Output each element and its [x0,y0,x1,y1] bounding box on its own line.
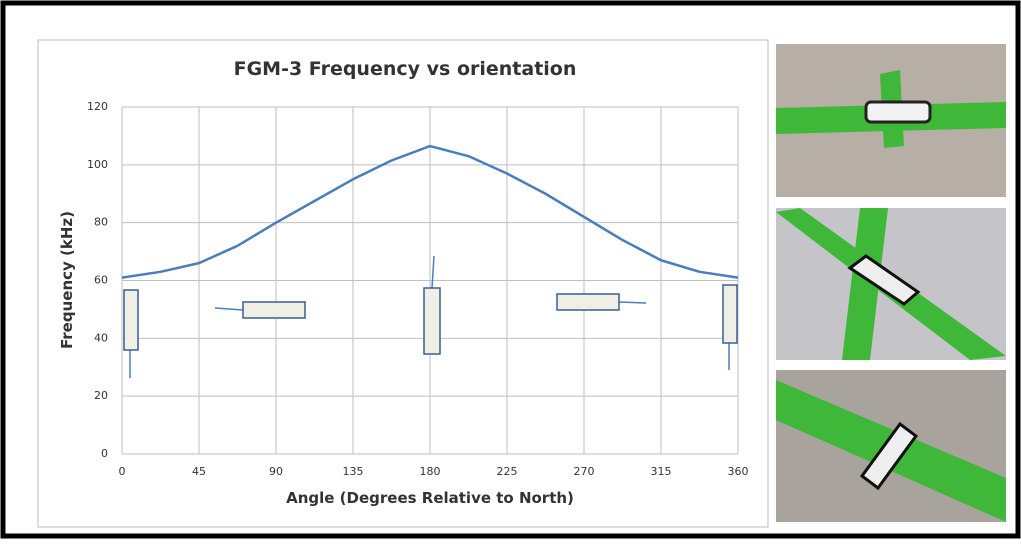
x-tick-label: 225 [497,465,518,478]
sensor-lead [431,255,435,289]
y-tick-label: 100 [87,158,108,171]
sensor-icon [722,284,738,344]
sensor-icon [556,293,620,311]
photos [776,44,1006,522]
y-tick-label: 60 [94,274,108,287]
x-axis-title: Angle (Degrees Relative to North) [286,489,574,507]
chart-title: FGM-3 Frequency vs orientation [234,58,577,80]
x-tick-label: 270 [574,465,595,478]
sensor-photo [864,100,932,124]
tape [842,208,888,360]
y-tick-label: 80 [94,216,108,229]
y-tick-label: 0 [101,447,108,460]
sensor-photo [847,254,921,306]
x-tick-label: 45 [192,465,206,478]
data-line [121,144,739,279]
sensor-lead [214,307,244,311]
chart-panel [37,39,769,528]
x-tick-label: 180 [420,465,441,478]
sensor-icons [123,255,738,378]
y-tick-label: 20 [94,389,108,402]
sensor-icon [123,289,139,351]
x-tick-label: 315 [651,465,672,478]
x-tick-label: 360 [728,465,749,478]
grid: 0 20 40 60 80 100 120 0 45 90 135 180 225 270 315 360 [87,100,749,478]
x-tick-label: 135 [343,465,364,478]
x-tick-label: 90 [269,465,283,478]
sensor-photo [859,421,919,491]
y-tick-label: 40 [94,331,108,344]
y-tick-label: 120 [87,100,108,113]
sensor-lead [618,301,647,304]
plot [121,144,739,279]
y-axis-title: Frequency (kHz) [58,211,76,349]
sensor-icon [242,301,306,319]
x-tick-label: 0 [119,465,126,478]
sensor-icon [423,287,441,355]
